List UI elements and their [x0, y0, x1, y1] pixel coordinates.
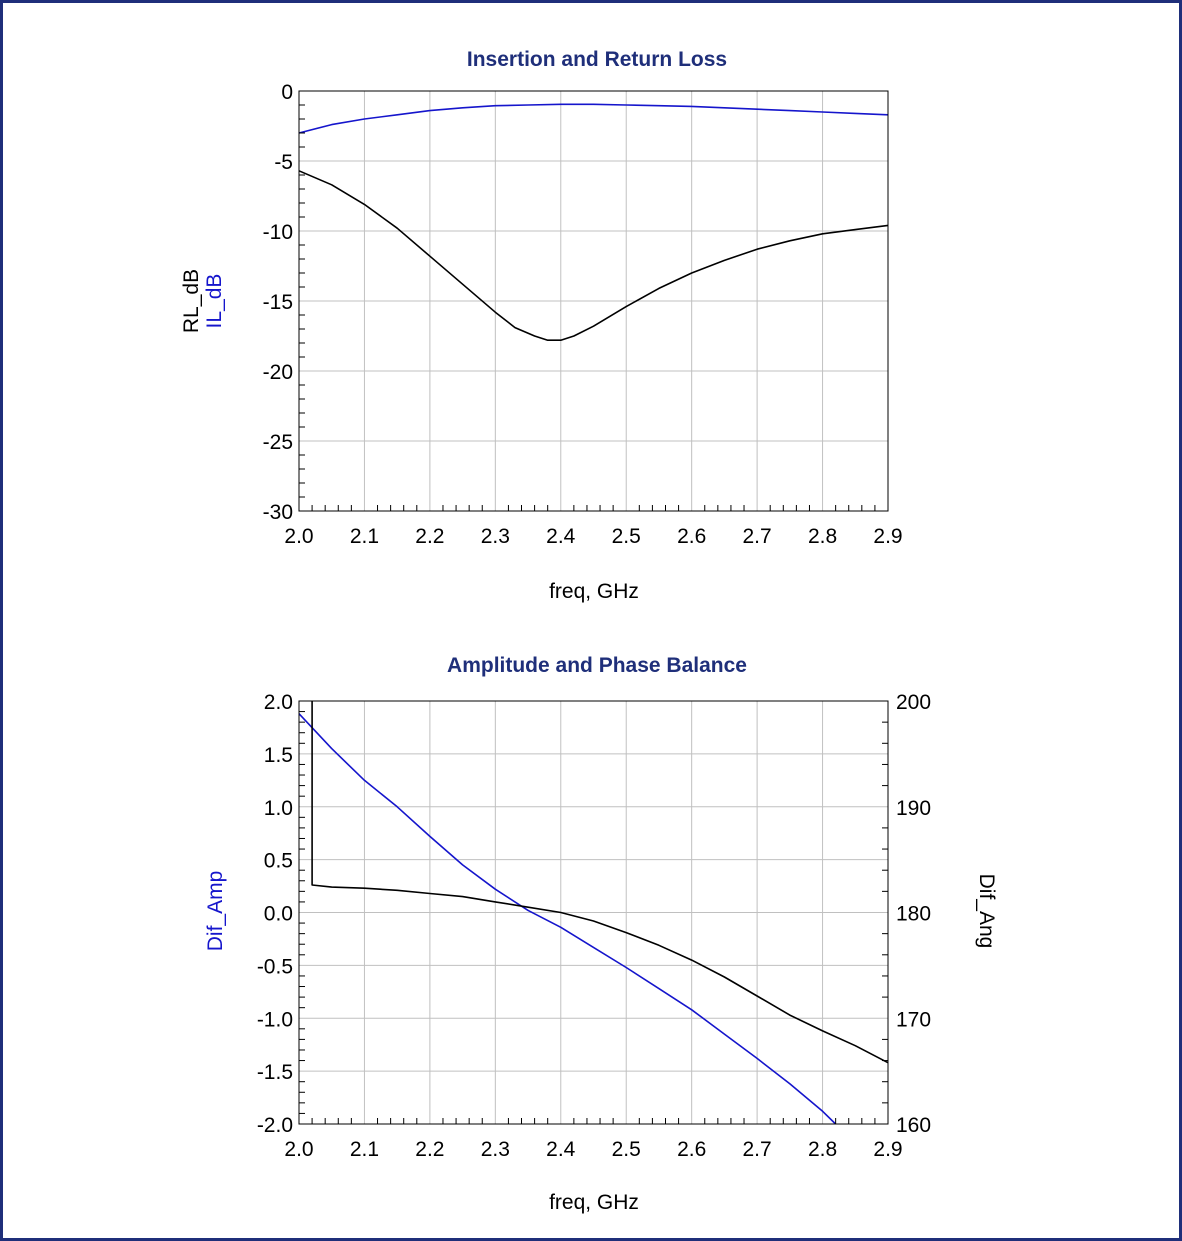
series-line-il-db — [298, 103, 889, 134]
left-y-tick-label: 2.0 — [264, 691, 293, 714]
x-tick-label: 2.0 — [284, 525, 313, 548]
chart2-y-label-right: Dif_Ang — [975, 874, 998, 949]
chart1-y-label-il: IL_dB — [203, 274, 226, 329]
left-y-tick-label: 0.0 — [264, 903, 293, 926]
chart2-grid — [299, 701, 888, 1124]
series-line-dif-amp — [298, 713, 837, 1125]
chart1-title: Insertion and Return Loss — [467, 48, 727, 71]
chart2-title: Amplitude and Phase Balance — [447, 654, 747, 677]
left-y-tick-label: 0 — [281, 81, 293, 104]
left-y-tick-label: -1.5 — [257, 1061, 293, 1084]
right-y-tick-label: 170 — [896, 1008, 931, 1031]
series-line-rl-db — [298, 170, 889, 341]
left-y-tick-label: -25 — [263, 431, 293, 454]
x-tick-label: 2.1 — [350, 525, 379, 548]
chart2-x-ticks: 2.0 2.1 2.2 2.3 2.4 2.5 2.6 2.7 2.8 2.9 — [284, 1118, 903, 1161]
x-tick-label: 2.0 — [284, 1138, 313, 1161]
x-tick-label: 2.6 — [677, 525, 706, 548]
chart1-grid — [299, 91, 888, 511]
left-y-tick-label: -20 — [263, 361, 293, 384]
left-y-tick-label: -5 — [274, 151, 293, 174]
x-tick-label: 2.8 — [808, 525, 837, 548]
x-tick-label: 2.3 — [481, 525, 510, 548]
x-tick-label: 2.7 — [743, 1138, 772, 1161]
left-y-tick-label: 1.5 — [264, 744, 293, 767]
x-tick-label: 2.2 — [415, 525, 444, 548]
chart2-x-label: freq, GHz — [549, 1191, 639, 1214]
left-y-tick-label: 1.0 — [264, 797, 293, 820]
x-tick-label: 2.5 — [612, 1138, 641, 1161]
left-y-tick-label: -0.5 — [257, 955, 293, 978]
chart1-y-label-rl: RL_dB — [180, 269, 203, 333]
right-y-tick-label: 180 — [896, 903, 931, 926]
left-y-tick-label: 0.5 — [264, 850, 293, 873]
chart1-x-label: freq, GHz — [549, 580, 639, 603]
chart1-y-ticks: 0 -5 -10 -15 -20 -25 -30 — [263, 81, 305, 524]
x-tick-label: 2.5 — [612, 525, 641, 548]
chart2-series — [298, 701, 889, 1125]
x-tick-label: 2.8 — [808, 1138, 837, 1161]
chart2-y-label-left: Dif_Amp — [204, 871, 227, 952]
x-tick-label: 2.4 — [546, 525, 576, 548]
right-y-tick-label: 160 — [896, 1114, 931, 1137]
x-tick-label: 2.6 — [677, 1138, 706, 1161]
series-line-dif-ang — [311, 701, 889, 1064]
x-tick-label: 2.3 — [481, 1138, 510, 1161]
right-y-tick-label: 190 — [896, 797, 931, 820]
chart1-plot-area — [298, 90, 889, 512]
x-tick-label: 2.7 — [743, 525, 772, 548]
x-tick-label: 2.2 — [415, 1138, 444, 1161]
chart1-x-ticks: 2.0 2.1 2.2 2.3 2.4 2.5 2.6 2.7 2.8 2.9 — [284, 505, 903, 548]
x-tick-label: 2.1 — [350, 1138, 379, 1161]
chart1-series — [298, 103, 889, 341]
chart2-right-y-ticks: 200 190 180 170 160 — [882, 691, 931, 1137]
left-y-tick-label: -30 — [263, 501, 293, 524]
chart2-left-y-ticks: 2.0 1.5 1.0 0.5 0.0 -0.5 -1.0 -1.5 -2.0 — [257, 691, 305, 1137]
x-tick-label: 2.9 — [873, 1138, 902, 1161]
right-y-tick-label: 200 — [896, 691, 931, 714]
left-y-tick-label: -2.0 — [257, 1114, 293, 1137]
left-y-tick-label: -10 — [263, 221, 293, 244]
x-tick-label: 2.4 — [546, 1138, 576, 1161]
left-y-tick-label: -15 — [263, 291, 293, 314]
left-y-tick-label: -1.0 — [257, 1008, 293, 1031]
x-tick-label: 2.9 — [873, 525, 902, 548]
chart2-plot-area — [298, 700, 889, 1125]
